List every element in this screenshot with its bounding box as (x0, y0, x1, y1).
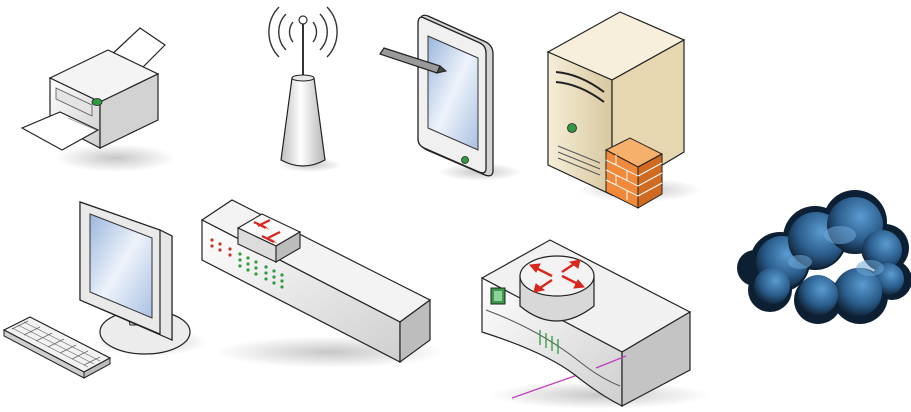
antenna-icon (268, 6, 342, 172)
monitor-keyboard-icon (2, 201, 208, 379)
network-switch-icon (200, 199, 445, 368)
router-arrows-icon (519, 255, 595, 322)
firewall-icon (604, 137, 664, 209)
switch-leds (210, 238, 284, 289)
switch-arrows-icon (236, 213, 302, 263)
printer-icon (20, 27, 175, 172)
tablet-stylus-icon (379, 14, 522, 181)
cloud-icon (737, 190, 911, 324)
server-firewall-icon (546, 11, 702, 209)
router-icon (480, 239, 710, 409)
